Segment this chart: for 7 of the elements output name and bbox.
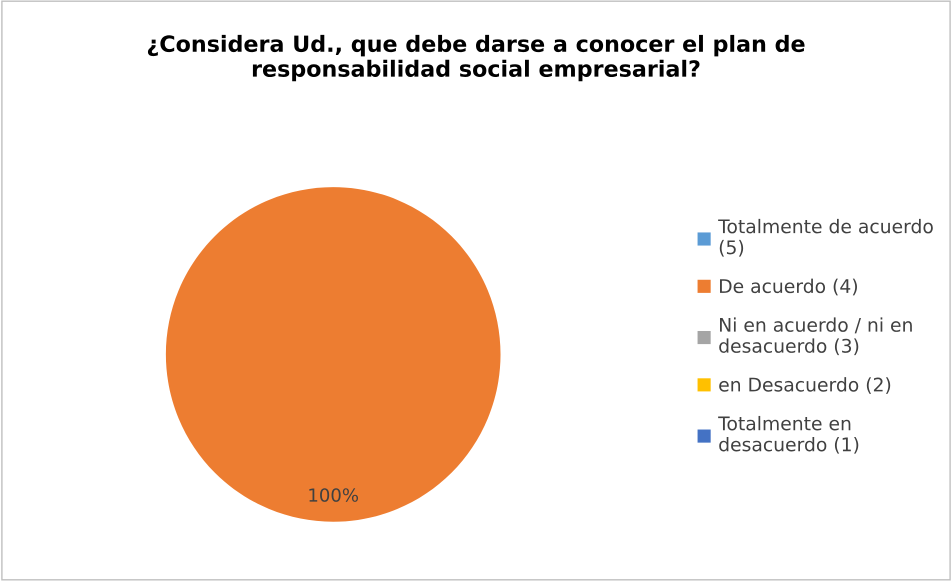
legend-label: Totalmente en desacuerdo (1)	[718, 416, 858, 454]
legend-label: en Desacuerdo (2)	[719, 377, 890, 394]
legend-label: Totalmente de acuerdo (5)	[718, 218, 933, 257]
legend-label: De acuerdo (4)	[720, 278, 857, 296]
data-label: 100%	[309, 488, 358, 502]
chart-title: ¿Considera Ud., que debe darse a conocer el plan de responsabilidad social empresarial?	[148, 34, 805, 82]
legend-label: Ni en acuerdo / ni en desacuerdo (3)	[719, 317, 912, 356]
